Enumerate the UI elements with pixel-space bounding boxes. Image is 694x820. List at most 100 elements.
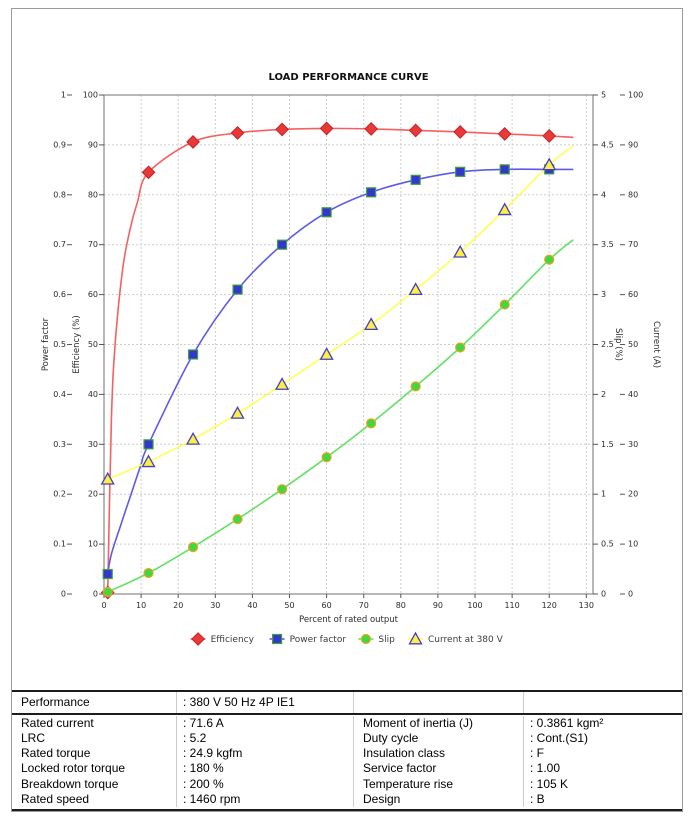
tick-label: 1.5 xyxy=(601,440,614,449)
tick-label: 0.1 xyxy=(53,540,66,549)
tick-label: 3.5 xyxy=(601,240,614,249)
marker-square xyxy=(102,568,113,580)
marker-diamond xyxy=(230,126,245,140)
marker-diamond xyxy=(497,127,512,141)
marker-circle xyxy=(321,452,332,463)
tick-label: 4 xyxy=(601,190,606,199)
tick-label: 80 xyxy=(396,601,406,610)
legend-label: Slip xyxy=(378,635,395,645)
tick-label: 0.3 xyxy=(53,440,66,449)
marker-circle xyxy=(143,567,154,579)
marker-diamond xyxy=(319,121,334,136)
table-row: Rated current : 71.6 A Moment of inertia… xyxy=(12,715,682,731)
tick-label: 10 xyxy=(136,601,146,610)
series-efficiency xyxy=(100,121,574,600)
tick-label: 100 xyxy=(83,91,98,100)
spec-label: Breakdown torque xyxy=(12,776,177,792)
y-axis-title-efficiency: Efficiency (%) xyxy=(72,315,82,373)
y-axis-title-power-factor: Power factor xyxy=(41,317,51,371)
marker-triangle xyxy=(141,454,156,468)
marker-circle xyxy=(187,541,199,553)
marker-diamond xyxy=(542,129,557,143)
marker-triangle xyxy=(453,244,468,258)
specs-table: Performance : 380 V 50 Hz 4P IE1 Rated c… xyxy=(12,689,682,811)
y-axis-title-slip: Slip (%) xyxy=(613,328,623,361)
spec-value: : 1.00 xyxy=(530,761,561,776)
tick-label: 20 xyxy=(88,490,98,499)
marker-diamond xyxy=(141,165,156,180)
tick-label: 0.5 xyxy=(53,340,66,349)
legend-item: Slip xyxy=(358,633,395,645)
tick-label: 0.5 xyxy=(601,540,614,549)
legend-item: Current at 380 V xyxy=(408,631,504,645)
tick-label: 110 xyxy=(504,601,519,610)
spec-label: Rated current xyxy=(12,715,177,731)
marker-square xyxy=(410,174,421,185)
series-line xyxy=(106,168,574,575)
tick-label: 5 xyxy=(601,91,606,100)
tick-label: 120 xyxy=(542,601,557,610)
spec-label: Locked rotor torque xyxy=(12,761,177,777)
y-axis-title-current: Current (A) xyxy=(651,321,661,368)
tick-label: 4.5 xyxy=(601,140,614,149)
marker-circle xyxy=(102,586,113,598)
marker-circle xyxy=(232,514,243,525)
tick-label: 0.6 xyxy=(53,290,66,299)
spec-value: : 180 % xyxy=(177,761,354,777)
tick-label: 0.7 xyxy=(53,240,66,249)
spec-value: : 5.2 xyxy=(177,730,354,747)
tick-label: 10 xyxy=(628,540,638,549)
y-axis-current: 0 10 20 30 40 50 60 70 80 90 100 Current (A) xyxy=(620,91,661,599)
marker-diamond xyxy=(275,122,289,137)
spec-value: : 380 V 50 Hz 4P IE1 xyxy=(177,691,354,713)
spec-value: : 200 % xyxy=(177,776,354,792)
tick-label: 100 xyxy=(628,91,643,100)
table-row: LRC : 5.2 Duty cycle : Cont.(S1) xyxy=(12,730,682,747)
marker-circle xyxy=(360,633,371,645)
tick-label: 2 xyxy=(601,390,606,399)
tick-label: 30 xyxy=(628,440,638,449)
spec-value: : B xyxy=(530,791,545,806)
tick-label: 50 xyxy=(284,601,294,610)
marker-circle xyxy=(366,418,377,429)
spec-value: : 71.6 A xyxy=(177,715,354,731)
marker-circle xyxy=(276,484,288,495)
marker-diamond xyxy=(364,122,379,136)
marker-triangle xyxy=(319,347,334,360)
tick-label: 0.9 xyxy=(53,140,66,149)
tick-label: 90 xyxy=(88,140,98,149)
table-row: Breakdown torque : 200 % Temperature ris… xyxy=(12,776,682,792)
table-row: Rated torque : 24.9 kgfm Insulation clas… xyxy=(12,746,682,762)
spec-value: : 0.3861 kgm² xyxy=(530,715,604,730)
marker-diamond xyxy=(408,123,423,138)
tick-label: 0.4 xyxy=(53,390,66,399)
table-header-row: Performance : 380 V 50 Hz 4P IE1 xyxy=(12,691,682,715)
tick-label: 0.8 xyxy=(53,190,66,199)
tick-label: 70 xyxy=(359,601,369,610)
tick-label: 30 xyxy=(210,601,220,610)
tick-label: 90 xyxy=(628,140,638,149)
marker-circle xyxy=(499,299,510,310)
tick-label: 1 xyxy=(601,490,606,499)
marker-square xyxy=(143,439,154,450)
spec-value: : 1460 rpm xyxy=(177,791,354,807)
tick-label: 100 xyxy=(467,601,482,610)
tick-label: 0 xyxy=(93,590,98,599)
spec-value: : 24.9 kgfm xyxy=(177,746,354,762)
marker-diamond xyxy=(186,134,200,149)
tick-label: 70 xyxy=(628,240,638,249)
spec-label: Service factor xyxy=(354,761,524,777)
legend-label: Current at 380 V xyxy=(428,635,504,645)
tick-label: 60 xyxy=(628,290,638,299)
spec-label: Design xyxy=(354,791,524,807)
tick-label: 40 xyxy=(88,390,98,399)
tick-label: 40 xyxy=(247,601,257,610)
y-axis-power-factor: 0 0.1 0.2 0.3 0.4 0.5 0.6 0.7 0.8 0.9 1 Power facto… xyxy=(41,91,72,599)
marker-circle xyxy=(410,381,421,392)
series-current-at-380-v xyxy=(100,145,574,485)
tick-label: 50 xyxy=(628,340,638,349)
series-line xyxy=(106,127,574,593)
spec-label: Performance xyxy=(12,691,177,713)
